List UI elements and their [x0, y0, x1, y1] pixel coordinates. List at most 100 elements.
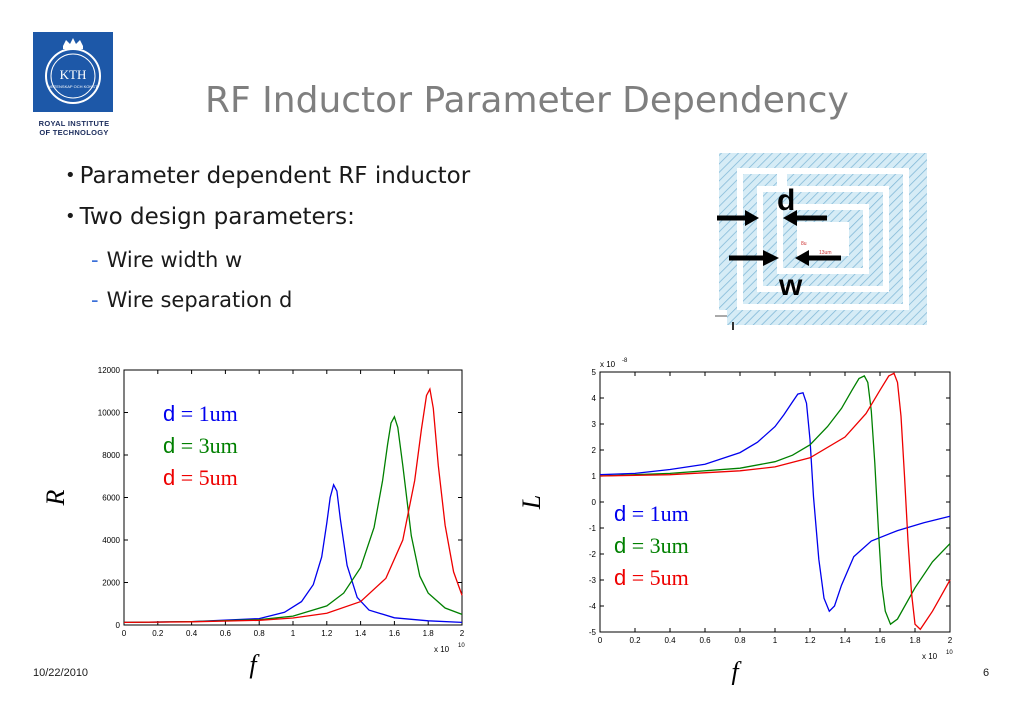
bullet-marker: • [65, 165, 76, 186]
plot-frame [123, 369, 463, 626]
legend-symbol: d [163, 465, 176, 490]
logo-caption-line2: OF TECHNOLOGY [39, 128, 109, 137]
logo-caption: ROYAL INSTITUTE OF TECHNOLOGY [30, 119, 118, 137]
y-tick-label: -2 [589, 550, 597, 559]
x-tick-label: 0 [122, 629, 127, 638]
x-tick-label: 1.4 [839, 636, 851, 645]
x-tick-label: 1 [291, 629, 296, 638]
footer-date: 10/22/2010 [33, 667, 89, 679]
x-tick-label: 0 [598, 636, 603, 645]
bullet-item: • Parameter dependent RF inductor [65, 163, 470, 189]
y-tick-label: -3 [589, 576, 597, 585]
y-tick-label: 4000 [102, 536, 120, 545]
y-tick-label: -4 [589, 602, 597, 611]
layout-label-d: d [777, 184, 795, 217]
legend-value: = 1um [175, 401, 238, 426]
y-tick-label: 4 [592, 394, 597, 403]
sub-bullet-item: - Wire width w [91, 248, 242, 272]
legend-right: d = 1um d = 3um d = 5um [614, 498, 689, 594]
y-tick-label: 0 [592, 498, 597, 507]
legend-entry: d = 1um [163, 398, 238, 430]
plot-frame [599, 371, 951, 633]
legend-value: = 3um [626, 533, 689, 558]
legend-symbol: d [163, 401, 176, 426]
y-tick-label: 5 [592, 368, 597, 377]
legend-entry: d = 5um [163, 462, 238, 494]
legend-value: = 1um [626, 501, 689, 526]
svg-text:13um: 13um [819, 250, 832, 256]
x-tick-label: 0.2 [152, 629, 164, 638]
legend-symbol: d [163, 433, 176, 458]
x-tick-label: 0.8 [254, 629, 266, 638]
x-tick-label: 0.2 [629, 636, 641, 645]
y-tick-label: 1 [592, 472, 597, 481]
legend-value: = 5um [175, 465, 238, 490]
resistance-chart: 0 0.2 0.4 0.6 0.8 1 1.2 1.4 1.6 1.8 2 0 2000 4000 6000… [41, 366, 465, 679]
logo-caption-line1: ROYAL INSTITUTE [38, 119, 110, 128]
series-line [123, 387, 463, 624]
bullet-text: Two design parameters: [79, 204, 355, 230]
legend-left: d = 1um d = 3um d = 5um [163, 398, 238, 494]
footer-page-number: 6 [983, 667, 990, 679]
series-line [599, 372, 951, 631]
x-tick-label: 1 [773, 636, 778, 645]
y-axis-label: R [41, 489, 70, 506]
y-tick-label: 8000 [102, 451, 120, 460]
bullet-marker: • [65, 206, 76, 227]
x-tick-label: 0.4 [664, 636, 676, 645]
y-tick-label: 2 [592, 446, 597, 455]
kth-logo: KTH VETENSKAP OCH KONST [33, 32, 113, 112]
legend-value: = 5um [626, 565, 689, 590]
y-tick-label: 12000 [98, 366, 121, 375]
x-tick-label: 1.8 [909, 636, 921, 645]
x-tick-label: 2 [460, 629, 465, 638]
x-multiplier-exponent: 10 [458, 643, 465, 649]
logo-text: KTH [60, 67, 87, 82]
x-tick-label: 0.6 [699, 636, 711, 645]
x-multiplier-exponent: 10 [946, 650, 953, 656]
y-tick-label: 6000 [102, 494, 120, 503]
legend-entry: d = 3um [163, 430, 238, 462]
legend-entry: d = 3um [614, 530, 689, 562]
x-multiplier-label: x 10 [922, 652, 938, 661]
x-axis-label: f [731, 657, 742, 685]
series-line [123, 483, 463, 624]
logo-subtext: VETENSKAP OCH KONST [49, 84, 98, 89]
legend-symbol: d [614, 565, 627, 590]
layout-label-w: w [778, 269, 803, 302]
x-tick-label: 1.6 [874, 636, 886, 645]
legend-symbol: d [614, 533, 627, 558]
x-tick-label: 1.4 [355, 629, 367, 638]
x-tick-label: 2 [948, 636, 953, 645]
sub-bullet-item: - Wire separation d [91, 288, 292, 312]
y-tick-label: 2000 [102, 579, 120, 588]
bullet-item: • Two design parameters: [65, 204, 355, 230]
sub-bullet-dash: - [91, 248, 99, 272]
legend-entry: d = 1um [614, 498, 689, 530]
legend-value: = 3um [175, 433, 238, 458]
x-tick-label: 0.6 [220, 629, 232, 638]
x-tick-label: 1.2 [321, 629, 333, 638]
y-multiplier-exponent: -8 [622, 358, 628, 364]
kth-crest-icon: KTH VETENSKAP OCH KONST [33, 32, 113, 112]
y-tick-label: -5 [589, 628, 597, 637]
sub-bullet-text: Wire width w [106, 248, 243, 272]
sub-bullet-dash: - [91, 288, 99, 312]
series-line [123, 415, 463, 624]
sub-bullet-text: Wire separation d [106, 288, 293, 312]
slide-title: RF Inductor Parameter Dependency [205, 80, 849, 121]
x-tick-label: 0.8 [734, 636, 746, 645]
svg-text:8u: 8u [801, 241, 807, 247]
y-multiplier-label: x 10 [600, 360, 616, 369]
inductance-chart: 0 0.2 0.4 0.6 0.8 1 1.2 1.4 1.6 1.8 2 -5 -4 -3 -2 -1 0 1 2… [517, 358, 953, 685]
y-tick-label: 10000 [98, 409, 121, 418]
legend-symbol: d [614, 501, 627, 526]
x-multiplier-label: x 10 [434, 645, 450, 654]
y-tick-label: -1 [589, 524, 597, 533]
y-axis-label: L [517, 495, 546, 510]
legend-entry: d = 5um [614, 562, 689, 594]
x-tick-label: 1.6 [389, 629, 401, 638]
x-axis-label: f [249, 650, 260, 679]
bullet-text: Parameter dependent RF inductor [79, 163, 471, 189]
y-tick-label: 0 [116, 621, 121, 630]
